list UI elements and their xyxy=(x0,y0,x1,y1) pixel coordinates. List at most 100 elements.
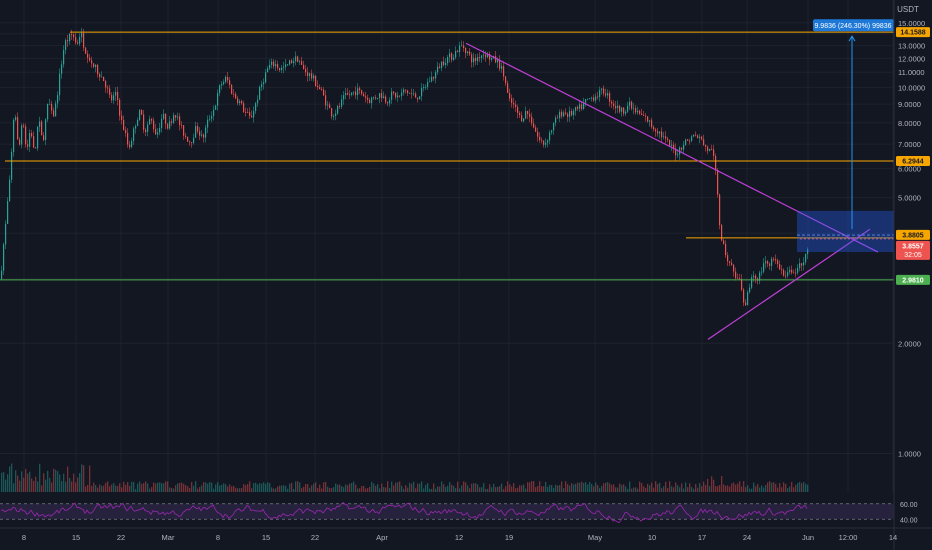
volume-bar xyxy=(441,481,443,492)
volume-bar xyxy=(657,483,659,492)
volume-bar xyxy=(509,484,511,492)
candle-body xyxy=(529,114,531,117)
candle-body xyxy=(341,99,343,107)
volume-bar xyxy=(55,469,57,492)
volume-bar xyxy=(627,488,629,492)
x-tick-label[interactable]: 12 xyxy=(455,533,463,542)
candle-body xyxy=(241,101,243,104)
x-tick-label[interactable]: May xyxy=(588,533,602,542)
x-tick-label[interactable]: 8 xyxy=(216,533,220,542)
candle-body xyxy=(251,115,253,118)
candle-body xyxy=(411,93,413,94)
candle-body xyxy=(579,104,581,109)
volume-bar xyxy=(407,487,409,492)
volume-bar xyxy=(103,485,105,492)
candle-body xyxy=(1,270,3,279)
trendline-descending[interactable] xyxy=(465,42,879,253)
candle-body xyxy=(581,104,583,109)
rsi-line xyxy=(0,501,808,524)
volume-bar xyxy=(499,486,501,492)
volume-bar xyxy=(779,483,781,492)
trendlines[interactable] xyxy=(465,42,879,340)
candle-body xyxy=(429,81,431,83)
y-tick-label: 2.0000 xyxy=(898,339,921,348)
x-tick-label[interactable]: Jun xyxy=(802,533,814,542)
volume-bar xyxy=(463,481,465,492)
volume-bar xyxy=(251,488,253,492)
volume-bar xyxy=(801,483,803,492)
candle-body xyxy=(539,136,541,140)
x-tick-label[interactable]: 19 xyxy=(505,533,513,542)
x-tick-label[interactable]: 22 xyxy=(311,533,319,542)
volume-bar xyxy=(477,484,479,492)
candle-body xyxy=(761,271,763,273)
volume-bar xyxy=(515,488,517,492)
candle-body xyxy=(13,119,15,152)
candle-body xyxy=(31,133,33,137)
volume-bar xyxy=(433,483,435,492)
volume-bar xyxy=(315,482,317,492)
rsi-pane: 60.00 40.00 xyxy=(0,501,918,524)
candle-body xyxy=(245,111,247,113)
volume-bar xyxy=(551,485,553,492)
target-box[interactable] xyxy=(797,210,894,253)
candle-body xyxy=(565,112,567,114)
volume-bar xyxy=(647,483,649,492)
volume-bar xyxy=(483,483,485,492)
x-tick-label[interactable]: 14 xyxy=(889,533,897,542)
volume-bar xyxy=(19,480,21,492)
candle-body xyxy=(621,107,623,112)
volume-bar xyxy=(271,487,273,492)
x-tick-label[interactable]: 17 xyxy=(698,533,706,542)
volume-bar xyxy=(443,484,445,492)
volume-bar xyxy=(123,481,125,492)
volume-bar xyxy=(297,481,299,492)
volume-bar xyxy=(543,486,545,492)
volume-bar xyxy=(21,471,23,492)
trendline-ascending[interactable] xyxy=(707,228,871,340)
candle-body xyxy=(351,92,353,95)
x-tick-label[interactable]: Apr xyxy=(376,533,388,542)
volume-bar xyxy=(197,488,199,492)
volume-bar xyxy=(105,482,107,492)
candle-body xyxy=(583,102,585,109)
x-tick-label[interactable]: 24 xyxy=(743,533,751,542)
candle-body xyxy=(35,147,37,149)
candle-body xyxy=(303,64,305,70)
x-tick-label[interactable]: 8 xyxy=(22,533,26,542)
candle-body xyxy=(377,97,379,99)
x-tick-label[interactable]: Mar xyxy=(162,533,175,542)
candle-body xyxy=(699,136,701,138)
candle-body xyxy=(283,66,285,68)
volume-bar xyxy=(57,471,59,492)
y-tick-label: 10.0000 xyxy=(898,83,925,92)
candle-body xyxy=(669,139,671,146)
x-tick-label[interactable]: 22 xyxy=(117,533,125,542)
candle-body xyxy=(45,119,47,140)
volume-bar xyxy=(797,483,799,492)
candle-body xyxy=(141,110,143,115)
volume-bar xyxy=(577,482,579,492)
x-tick-label[interactable]: 15 xyxy=(262,533,270,542)
candle-body xyxy=(469,51,471,55)
time-axis[interactable]: 8 15 22 Mar 8 15 22 Apr 12 19 May 10 17 24 Jun 12:00 14 xyxy=(0,527,932,542)
candle-body xyxy=(723,240,725,244)
volume-bar xyxy=(605,482,607,492)
candle-body xyxy=(163,113,165,119)
candle-body xyxy=(125,130,127,133)
x-tick-label[interactable]: 15 xyxy=(72,533,80,542)
candle-body xyxy=(279,68,281,71)
horizontal-levels[interactable] xyxy=(0,31,894,281)
candle-body xyxy=(697,135,699,138)
currency-label[interactable]: USDT xyxy=(897,5,919,14)
projection-tool[interactable]: 9.9836 (246.30%) 99836 xyxy=(797,19,894,253)
candle-body xyxy=(343,95,345,100)
volume-bar xyxy=(9,466,11,492)
volume-bar xyxy=(245,485,247,492)
x-tick-label[interactable]: 12:00 xyxy=(839,533,858,542)
volume-bar xyxy=(565,481,567,492)
candle-body xyxy=(117,91,119,100)
x-tick-label[interactable]: 10 xyxy=(648,533,656,542)
candle-body xyxy=(225,76,227,83)
